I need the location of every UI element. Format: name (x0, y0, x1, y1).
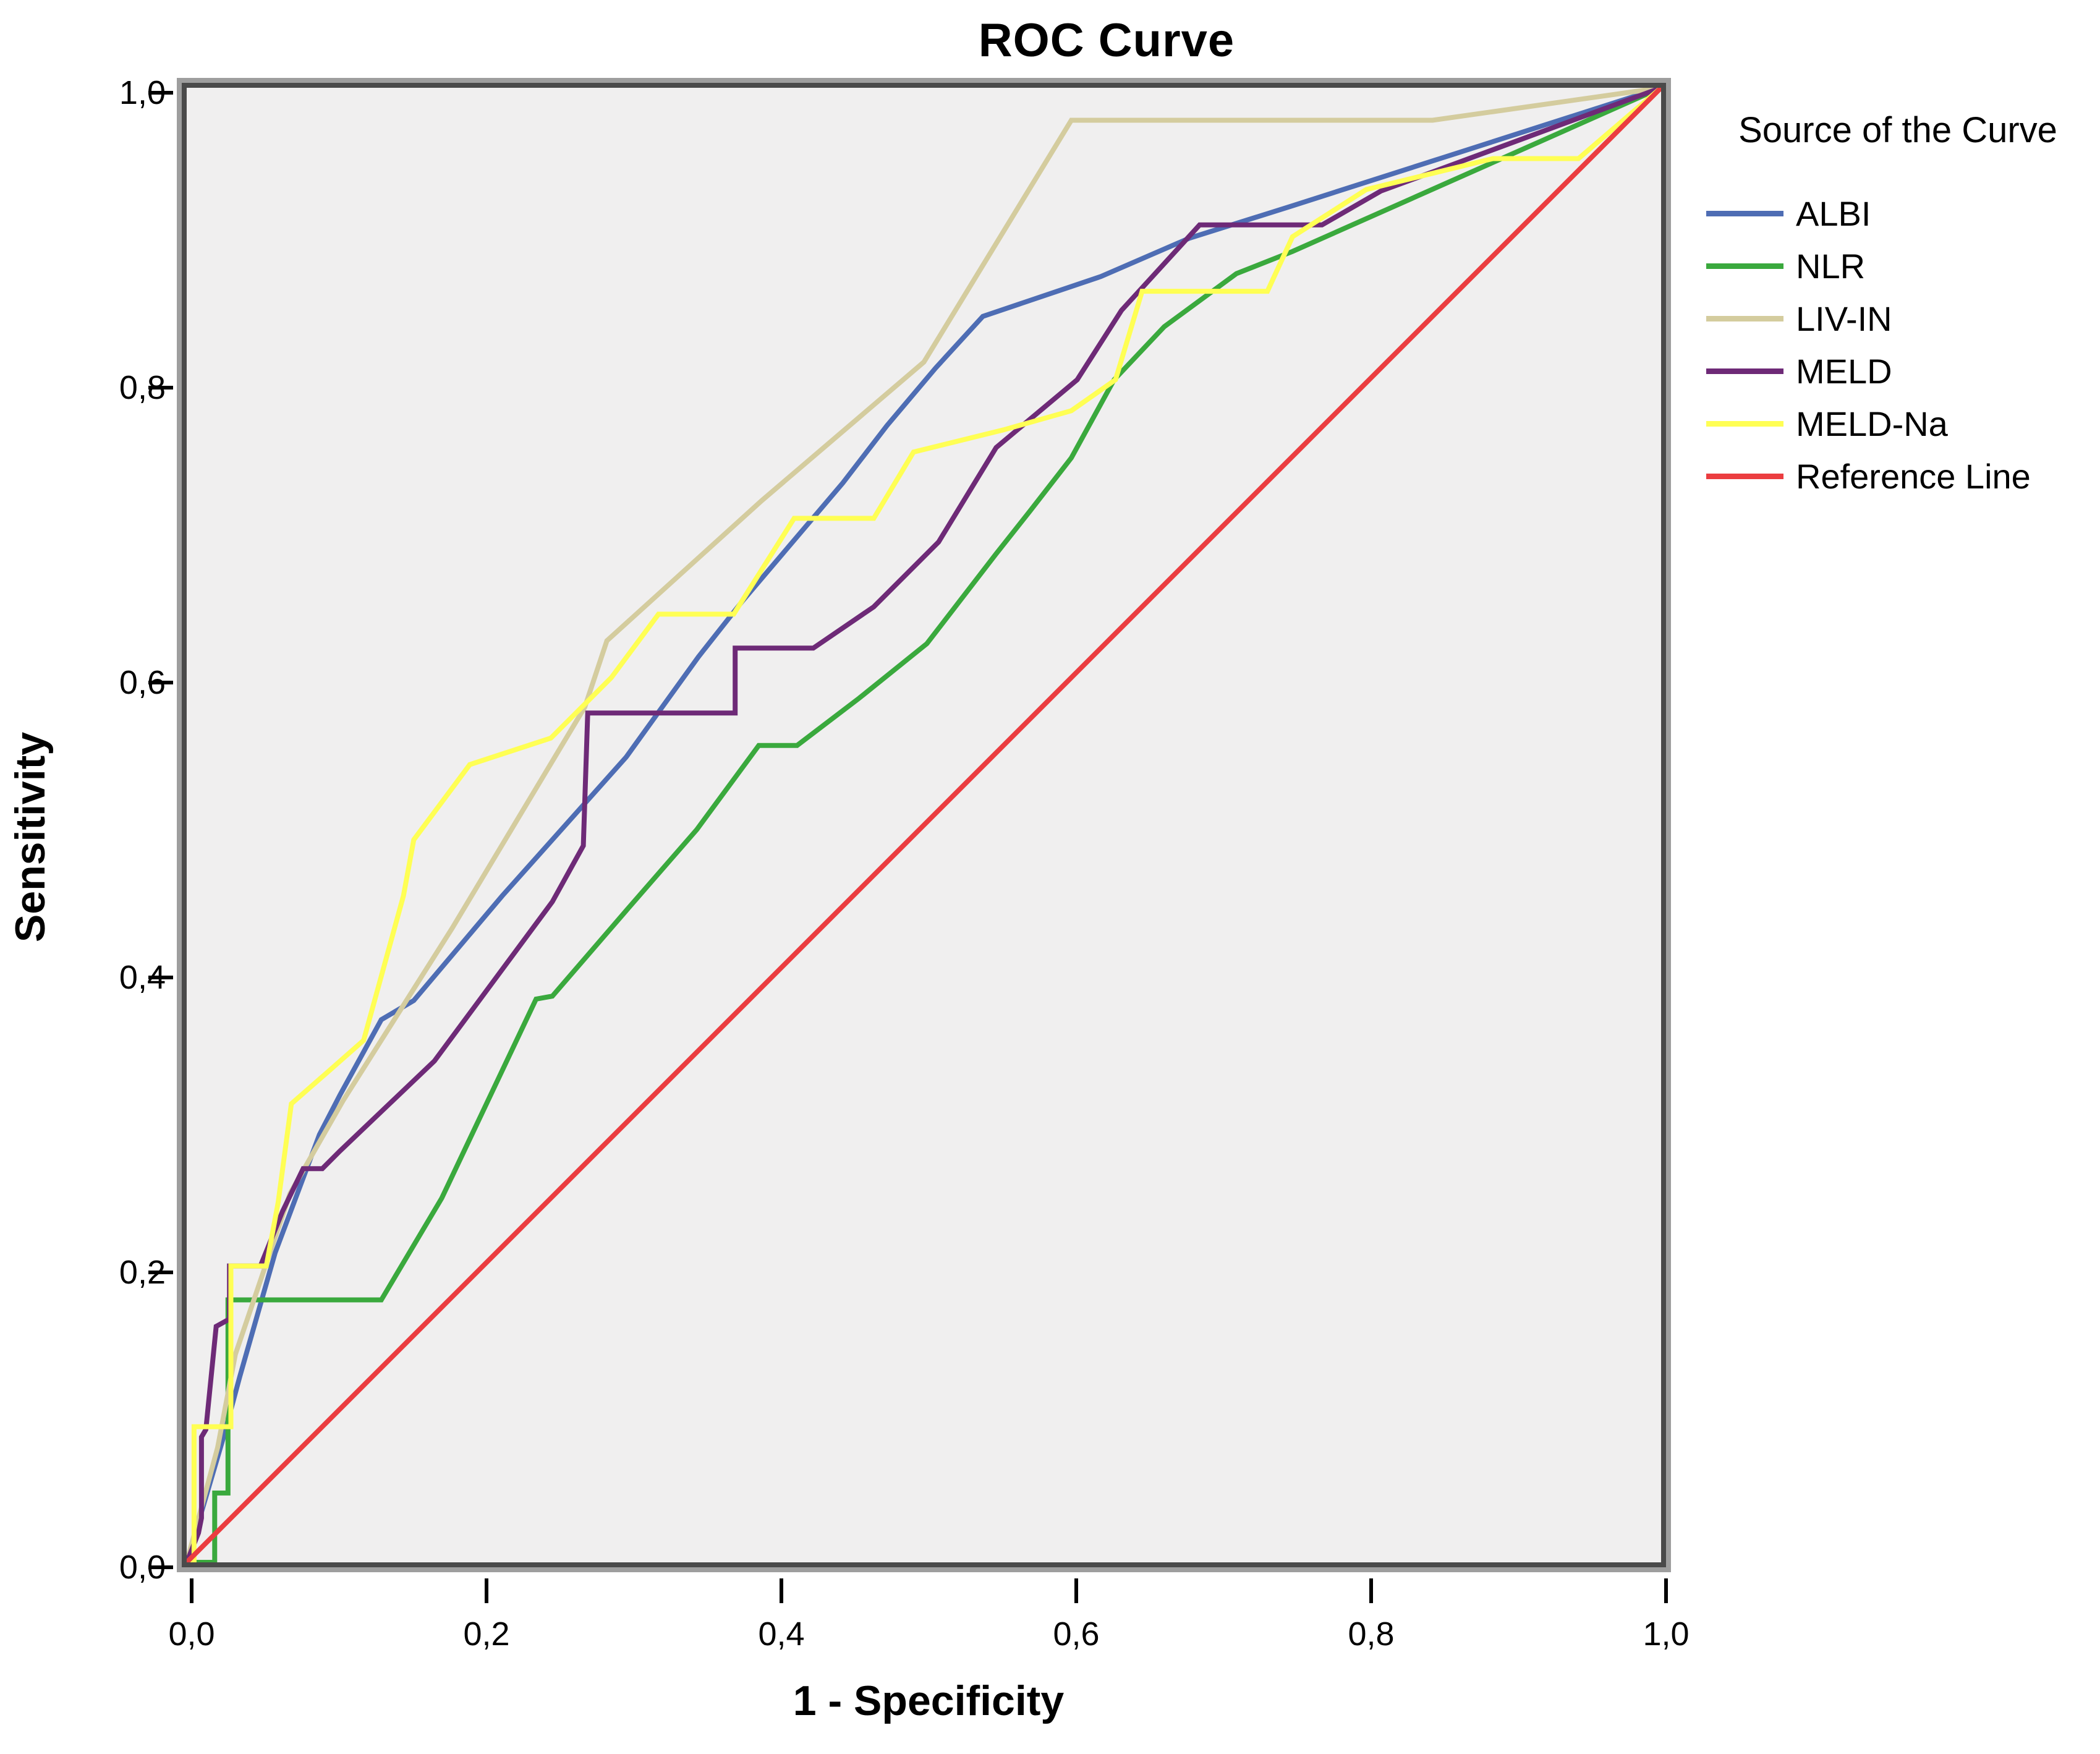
y-tick-label: 0,0 (119, 1549, 166, 1586)
liv-in-swatch-icon (1706, 315, 1783, 321)
x-tick-label: 0,6 (1053, 1616, 1100, 1653)
chart-title: ROC Curve (978, 14, 1235, 67)
plot-area (177, 78, 1671, 1572)
y-tick-mark (148, 976, 173, 979)
y-tick-label: 0,4 (119, 959, 166, 996)
curve-reference-line (187, 88, 1661, 1562)
y-tick-mark (148, 681, 173, 684)
legend: Source of the Curve ALBI NLR LIV-IN MELD MEL… (1706, 108, 2096, 503)
legend-label: ALBI (1796, 194, 1871, 233)
x-axis-title: 1 - Specificity (793, 1677, 1065, 1724)
x-tick-mark (485, 1578, 488, 1603)
nlr-swatch-icon (1706, 263, 1783, 269)
y-tick-label: 0,2 (119, 1254, 166, 1291)
y-axis-title: Sensitivity (7, 731, 54, 943)
y-tick-mark (148, 1565, 173, 1569)
y-tick-label: 0,8 (119, 369, 166, 406)
legend-item-liv-in: LIV-IN (1706, 292, 2096, 345)
y-tick-mark (148, 91, 173, 95)
legend-label: MELD (1796, 351, 1892, 391)
legend-item-reference-line: Reference Line (1706, 450, 2096, 503)
x-tick-mark (1664, 1578, 1668, 1603)
y-tick-mark (148, 386, 173, 390)
curve-meld-na (187, 88, 1661, 1562)
x-tick-label: 0,0 (168, 1616, 215, 1653)
x-tick-label: 0,2 (463, 1616, 510, 1653)
reference-line-swatch-icon (1706, 473, 1783, 479)
legend-label: NLR (1796, 246, 1866, 286)
legend-item-albi: ALBI (1706, 187, 2096, 240)
roc-curves-canvas (187, 88, 1661, 1562)
x-tick-mark (190, 1578, 193, 1603)
legend-label: Reference Line (1796, 456, 2031, 496)
legend-label: MELD-Na (1796, 404, 1948, 443)
legend-item-meld-na: MELD-Na (1706, 398, 2096, 450)
curve-nlr (187, 88, 1661, 1562)
x-tick-label: 0,4 (758, 1616, 805, 1653)
x-tick-label: 1,0 (1643, 1616, 1690, 1653)
y-tick-mark (148, 1271, 173, 1274)
legend-items: ALBI NLR LIV-IN MELD MELD-Na Reference Line (1706, 187, 2096, 503)
albi-swatch-icon (1706, 210, 1783, 216)
y-tick-label: 1,0 (119, 74, 166, 111)
legend-item-nlr: NLR (1706, 240, 2096, 292)
x-tick-mark (1369, 1578, 1373, 1603)
x-tick-mark (1074, 1578, 1078, 1603)
legend-title: Source of the Curve (1738, 110, 2057, 150)
meld-swatch-icon (1706, 368, 1783, 374)
y-tick-label: 0,6 (119, 664, 166, 701)
meld-na-swatch-icon (1706, 420, 1783, 427)
curve-meld (187, 88, 1661, 1562)
x-tick-mark (780, 1578, 783, 1603)
x-tick-label: 0,8 (1348, 1616, 1395, 1653)
legend-label: LIV-IN (1796, 299, 1892, 338)
legend-item-meld: MELD (1706, 345, 2096, 398)
curve-albi (187, 88, 1661, 1562)
